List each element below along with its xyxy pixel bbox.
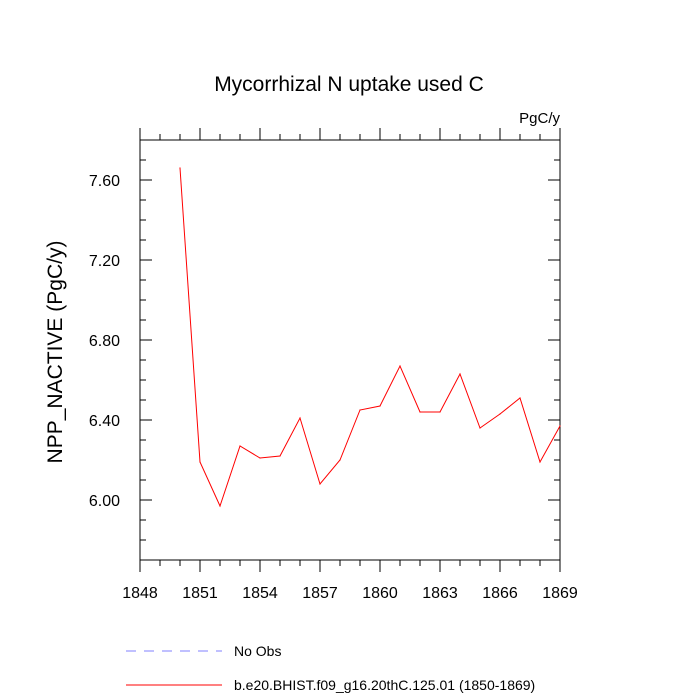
x-tick-label: 1851 — [182, 585, 218, 602]
x-tick-label: 1863 — [422, 585, 458, 602]
x-tick-label: 1860 — [362, 585, 398, 602]
data-point — [479, 427, 481, 429]
legend: No Obs b.e20.BHIST.f09_g16.20thC.125.01 (… — [126, 643, 535, 693]
data-point — [519, 397, 521, 399]
plot-frame — [139, 139, 561, 561]
x-tick-label: 1848 — [122, 585, 158, 602]
y-axis-label: NPP_NACTIVE (PgC/y) — [44, 241, 67, 464]
y-tick-label: 7.60 — [89, 173, 120, 190]
data-point — [499, 413, 501, 415]
legend-label: b.e20.BHIST.f09_g16.20thC.125.01 (1850-1… — [234, 677, 535, 693]
data-point — [459, 373, 461, 375]
data-point — [419, 411, 421, 413]
y-tick-label: 7.20 — [89, 253, 120, 270]
data-point — [339, 459, 341, 461]
data-point — [279, 455, 281, 457]
chart-title: Mycorrhizal N uptake used C — [214, 73, 484, 96]
data-point — [379, 405, 381, 407]
data-point — [359, 409, 361, 411]
data-point — [439, 411, 441, 413]
data-point — [219, 505, 221, 507]
data-point — [199, 461, 201, 463]
x-tick-label: 1854 — [242, 585, 278, 602]
series-line — [179, 167, 561, 508]
plot-area: 1848 1851 1854 1857 1860 1863 1866 1869 6.00 6.40… — [89, 128, 578, 602]
y-tick-label: 6.80 — [89, 333, 120, 350]
data-point — [319, 483, 321, 485]
data-point — [539, 461, 541, 463]
data-point — [299, 417, 301, 419]
legend-label: No Obs — [234, 643, 281, 659]
data-point — [399, 365, 401, 367]
x-tick-label: 1869 — [542, 585, 578, 602]
y-tick-label: 6.40 — [89, 413, 120, 430]
x-tick-label: 1857 — [302, 585, 338, 602]
x-tick-label: 1866 — [482, 585, 518, 602]
y-tick-label: 6.00 — [89, 493, 120, 510]
data-point — [179, 167, 181, 169]
units-label: PgC/y — [519, 110, 560, 127]
data-point — [259, 457, 261, 459]
data-point — [559, 425, 561, 427]
data-point — [239, 445, 241, 447]
